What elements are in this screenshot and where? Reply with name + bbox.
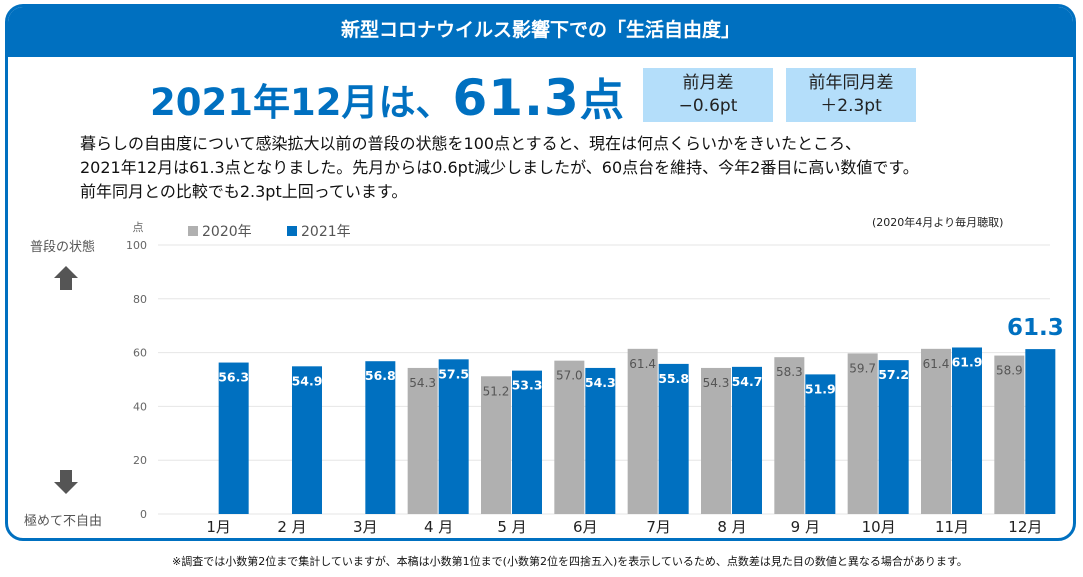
bar-2020	[994, 355, 1025, 514]
bar-2021	[512, 370, 542, 514]
headline-prefix: 2021年12月は、	[150, 81, 453, 124]
legend-label: 2021年	[301, 224, 351, 240]
bar-2021	[438, 359, 469, 514]
x-tick-label: 6月	[573, 518, 598, 536]
bar-value-label: 59.7	[849, 361, 876, 375]
headline-score: 61.3	[452, 69, 580, 127]
bar-2021	[952, 347, 982, 514]
bar-value-label: 57.0	[556, 369, 583, 383]
month-diff-value: −0.6pt	[678, 96, 738, 116]
bar-2020	[774, 357, 805, 514]
bar-2021	[292, 366, 322, 514]
bar-2020	[701, 367, 731, 514]
year-diff-label: 前年同月差	[808, 73, 894, 93]
arrow-up-icon	[54, 266, 78, 290]
bar-2021	[218, 362, 249, 514]
month-diff-box: 前月差 −0.6pt	[643, 68, 773, 122]
x-tick-label: 11月	[935, 518, 969, 536]
bar-value-label: 58.9	[996, 364, 1023, 378]
legend-swatch-2021年	[287, 226, 297, 236]
bar-2021	[365, 361, 396, 514]
bar-2021	[1025, 349, 1056, 514]
y-tick-label: 20	[133, 454, 147, 467]
headline-unit: 点	[579, 75, 624, 126]
side-label-bottom: 極めて不自由	[24, 514, 103, 529]
x-tick-label: 7月	[646, 518, 671, 536]
y-tick-label: 80	[133, 293, 147, 306]
bar-2021	[878, 360, 909, 514]
description-line: 前年同月との比較でも2.3pt上回っています。	[80, 182, 408, 201]
side-label-top: 普段の状態	[30, 240, 96, 255]
bar-value-label: 53.3	[512, 378, 543, 393]
bar-2021	[658, 363, 689, 514]
bar-value-label: 54.3	[585, 375, 616, 390]
survey-note: (2020年4月より毎月聴取)	[872, 216, 1004, 229]
bar-value-label: 61.4	[629, 357, 656, 371]
x-tick-label: 4 月	[424, 518, 453, 536]
x-tick-label: 8 月	[717, 518, 746, 536]
bar-2020	[481, 376, 511, 514]
description: 暮らしの自由度について感染拡大以前の普段の状態を100点とすると、現在は何点くら…	[80, 132, 1070, 204]
bar-2021	[805, 374, 836, 514]
bar-value-label: 56.3	[218, 370, 249, 385]
description-line: 2021年12月は61.3点となりました。先月からは0.6pt減少しましたが、6…	[80, 158, 919, 177]
y-tick-label: 0	[140, 508, 147, 521]
x-tick-label: 9 月	[791, 518, 820, 536]
footnote: ※調査では小数第2位まで集計していますが、本稿は小数第1位まで(小数第2位を四捨…	[172, 555, 968, 568]
bar-value-label: 54.3	[703, 376, 730, 390]
year-diff-box: 前年同月差 ＋2.3pt	[786, 68, 916, 122]
bar-2020	[407, 367, 438, 514]
x-tick-label: 5 月	[497, 518, 526, 536]
headline: 2021年12月は、61.3点	[150, 64, 624, 128]
bar-value-label: 54.3	[409, 376, 436, 390]
x-tick-label: 2 月	[277, 518, 306, 536]
legend-swatch-2020年	[188, 226, 198, 236]
bar-value-label: 54.9	[292, 373, 323, 388]
y-tick-label: 40	[133, 400, 147, 413]
x-tick-label: 1月	[206, 518, 231, 536]
bar-value-label: 61.4	[923, 357, 950, 371]
year-diff-value: ＋2.3pt	[820, 96, 882, 116]
bar-value-label: 54.7	[732, 374, 763, 389]
bar-value-label: 57.5	[438, 366, 469, 381]
x-tick-label: 12月	[1008, 518, 1042, 536]
bar-2021	[732, 366, 762, 514]
bar-2020	[554, 360, 585, 514]
bar-value-label: 51.9	[805, 381, 836, 396]
legend-label: 2020年	[202, 224, 252, 240]
bar-value-label: 55.8	[658, 371, 689, 386]
x-tick-label: 3月	[353, 518, 378, 536]
y-tick-label: 60	[133, 347, 147, 360]
bar-2021	[585, 367, 616, 514]
y-tick-label: 100	[126, 239, 147, 252]
bar-2020	[627, 348, 658, 514]
arrow-down-icon	[54, 470, 78, 494]
highlight-value-label: 61.3	[1007, 315, 1064, 341]
bar-value-label: 57.2	[878, 367, 909, 382]
bar-value-label: 56.8	[365, 368, 396, 383]
banner-title: 新型コロナウイルス影響下での「生活自由度」	[8, 7, 1073, 57]
y-axis-unit-label: 点	[133, 221, 144, 234]
bar-value-label: 61.9	[952, 354, 983, 369]
bar-2020	[847, 353, 878, 514]
description-line: 暮らしの自由度について感染拡大以前の普段の状態を100点とすると、現在は何点くら…	[80, 134, 861, 153]
bar-value-label: 51.2	[483, 384, 510, 398]
bar-2020	[921, 348, 951, 514]
month-diff-label: 前月差	[682, 73, 734, 93]
x-tick-label: 10月	[862, 518, 896, 536]
bar-value-label: 58.3	[776, 365, 803, 379]
